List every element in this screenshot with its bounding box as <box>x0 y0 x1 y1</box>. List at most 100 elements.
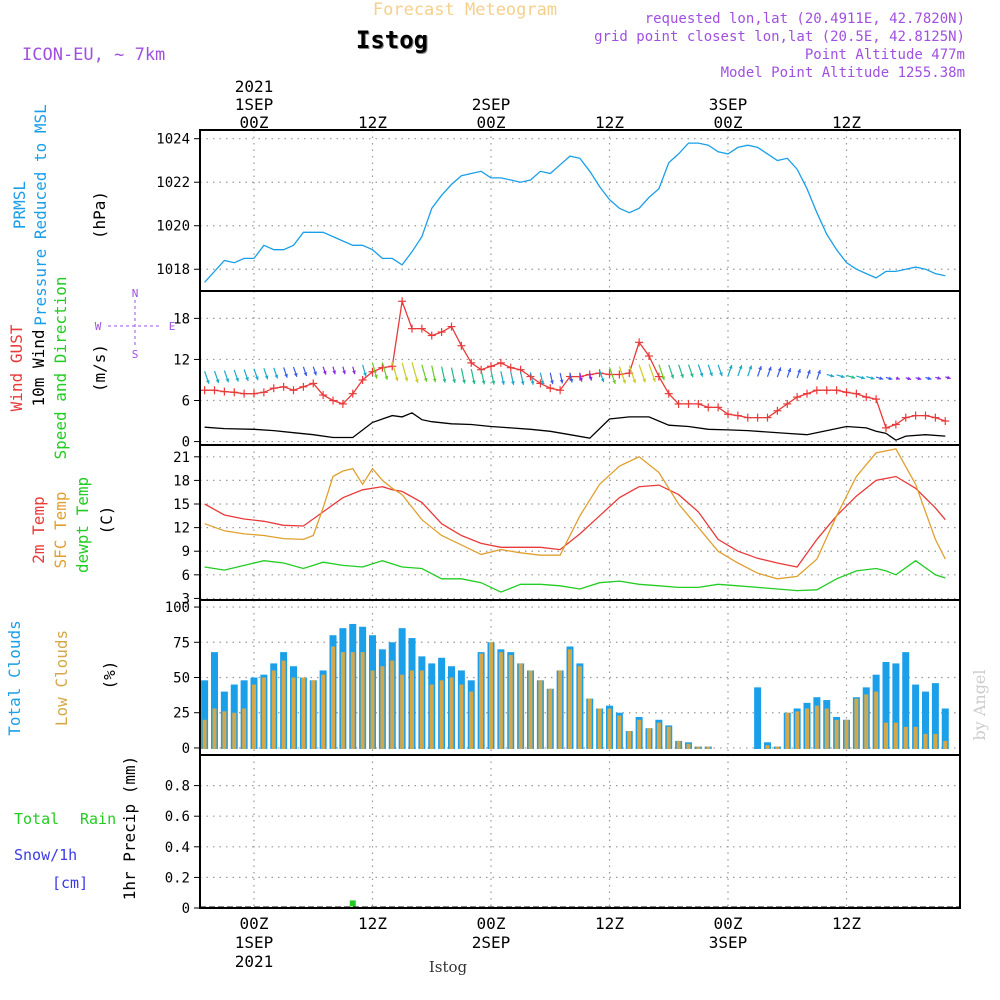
low-cloud-bar <box>242 708 247 749</box>
wind-arrow <box>866 375 875 380</box>
gust-label: Wind GUST <box>7 324 26 411</box>
low-cloud-bar <box>350 652 355 749</box>
wind-arrow-head <box>830 373 835 378</box>
wind-arrow-head <box>797 368 801 373</box>
bottom-time-label: 00Z <box>714 914 743 933</box>
low-cloud-bar <box>321 674 326 749</box>
panel-2: 0 6 12 18 <box>173 290 961 451</box>
wind-arrow <box>895 376 901 380</box>
gust-marker <box>220 387 229 396</box>
wind-arrow <box>727 364 733 377</box>
wind-arrow <box>569 373 574 383</box>
wind-arrow <box>362 364 367 377</box>
gust-marker <box>872 395 881 404</box>
low-cloud-bar <box>785 712 790 749</box>
y-tick-label: 0 <box>182 741 190 757</box>
low-cloud-bar <box>281 660 286 749</box>
panel-4: 0 25 50 75 100 <box>165 599 961 757</box>
wind-arrow-head <box>670 374 675 379</box>
wind-arrow <box>747 365 753 377</box>
wind-arrow-head <box>632 379 637 384</box>
wind-arrow <box>223 370 230 383</box>
wind-arrow <box>233 369 239 382</box>
panel3-labels: 2m Temp SFC Temp dewpt Temp (C) <box>29 477 116 573</box>
wind-arrow-head <box>748 365 753 370</box>
ms-label: (m/s) <box>90 344 109 392</box>
wind-arrow-head <box>817 369 821 374</box>
low-cloud-bar <box>923 733 928 749</box>
low-cloud-bar <box>686 743 691 749</box>
bottom-year-label: 2021 <box>235 952 274 971</box>
low-cloud-bar <box>814 705 819 749</box>
gust-marker <box>654 372 663 381</box>
top-time-label: 00Z <box>714 113 743 132</box>
precip-label: 1hr Precip (mm) <box>120 756 139 901</box>
wind-arrow <box>549 372 554 385</box>
low-cloud-bar <box>884 722 888 749</box>
wind-arrow-head <box>652 377 656 382</box>
wind-arrow <box>352 366 356 375</box>
y-tick-label: 1024 <box>156 132 190 148</box>
wind-label: 10m Wind <box>29 329 48 406</box>
wind-arrow <box>253 368 259 381</box>
low-cloud-bar <box>518 663 523 749</box>
wind-arrow-head <box>322 370 327 375</box>
wind-arrow <box>322 366 327 375</box>
wind-arrow <box>302 366 308 377</box>
gust-marker <box>200 386 209 395</box>
low-cloud-bar <box>864 694 869 749</box>
wind-arrow <box>766 366 772 377</box>
gust-marker <box>467 358 476 367</box>
wind-arrow <box>826 373 835 378</box>
wind-arrow <box>381 362 389 380</box>
wind-arrow <box>856 375 866 380</box>
wind-arrow <box>263 368 269 380</box>
panel-frame <box>199 754 961 909</box>
wind-arrow-head <box>215 379 220 384</box>
compass-north: N <box>132 287 139 300</box>
wind-arrow <box>441 366 447 383</box>
wind-arrow <box>559 372 564 384</box>
wind-arrow-head <box>352 370 356 375</box>
location-title: Istog <box>356 26 428 54</box>
low-cloud-bar <box>370 670 375 749</box>
compass-south: S <box>132 348 139 361</box>
wind-arrow-head <box>787 368 792 373</box>
wind-arrow-head <box>888 376 893 381</box>
wind-arrow-head <box>432 378 437 383</box>
wind-arrow-head <box>559 379 564 384</box>
wind-arrow <box>332 366 337 375</box>
low-cloud-bar <box>627 731 632 749</box>
gust-marker <box>269 384 278 393</box>
grid-point-coords: grid point closest lon,lat (20.5E, 42.81… <box>594 29 965 45</box>
low-cloud-bar <box>913 726 918 749</box>
low-cloud-bar <box>706 746 711 749</box>
bottom-time-label: 12Z <box>832 914 861 933</box>
gust-marker <box>664 389 673 398</box>
gust-marker <box>259 388 268 397</box>
requested-coords: requested lon,lat (20.4911E, 42.7820N) <box>645 11 965 27</box>
bottom-date-label: 1SEP <box>235 933 274 952</box>
wind-arrow <box>213 370 220 384</box>
wind-arrow-head <box>462 379 466 384</box>
wind-arrow-head <box>579 377 583 382</box>
gust-marker <box>724 410 732 419</box>
wind-arrow <box>608 367 616 385</box>
wind-arrow <box>846 374 856 379</box>
low-cloud-bar <box>479 653 484 749</box>
low-cloud-bar <box>637 719 642 749</box>
low-cloud-bar <box>903 726 908 749</box>
low-cloud-bar <box>380 666 385 749</box>
wind-arrow-head <box>274 374 279 379</box>
watermark: by Angel <box>970 669 989 740</box>
wind-arrow <box>945 375 951 380</box>
wind-arrow <box>757 365 762 377</box>
y-tick-label: 0 <box>182 435 190 451</box>
panel-5: 0 0.2 0.4 0.6 0.8 <box>165 754 961 917</box>
wind-arrow <box>648 363 656 382</box>
top-date-label: 3SEP <box>709 95 748 114</box>
low-cloud-bar <box>893 722 898 749</box>
low-cloud-bar <box>261 677 266 749</box>
low-clouds-label: Low Clouds <box>52 630 71 726</box>
